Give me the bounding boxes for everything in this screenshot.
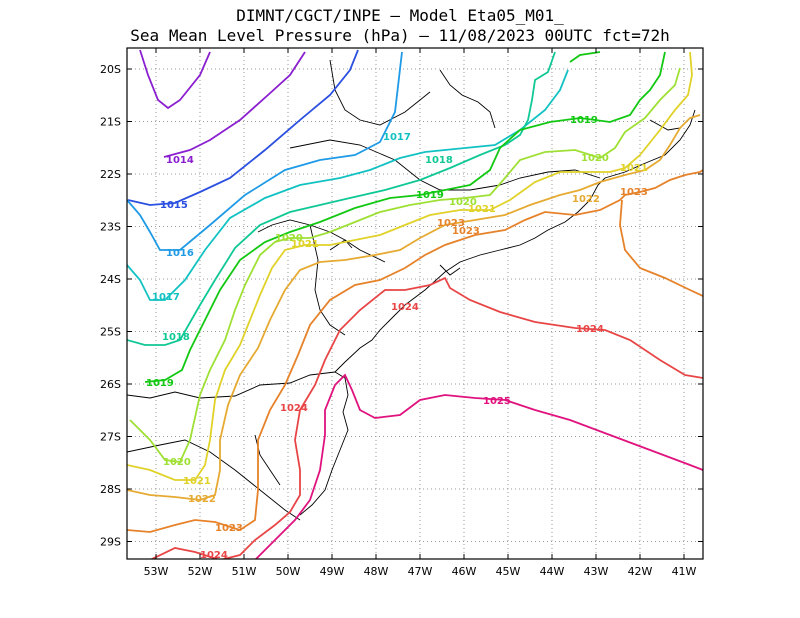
- contour-label: 1024: [576, 324, 604, 335]
- contour-label: 1023: [620, 187, 648, 198]
- lon-tick-label: 52W: [188, 565, 213, 578]
- contour-label: 1020: [581, 153, 609, 164]
- isobar-1023: [127, 169, 703, 533]
- contour-label: 1021: [291, 239, 319, 250]
- lon-tick-label: 47W: [408, 565, 433, 578]
- lon-tick-label: 48W: [364, 565, 389, 578]
- contour-label: 1020: [163, 457, 191, 468]
- contour-label: 1024: [391, 302, 419, 313]
- contour-label: 1014: [166, 155, 194, 166]
- contour-label: 1025: [483, 396, 511, 407]
- longitude-labels: 53W 52W 51W 50W 49W 48W 47W 46W 45W 44W 43W 42W 41W: [144, 565, 697, 578]
- lon-tick-label: 43W: [584, 565, 609, 578]
- isobar-1025: [254, 373, 703, 559]
- map-subtitle: Sea Mean Level Pressure (hPa) – 11/08/20…: [130, 26, 670, 45]
- isobar-1024: [150, 276, 703, 559]
- lat-tick-label: 20S: [100, 63, 121, 76]
- latitude-labels: 20S 21S 22S 23S 24S 25S 26S 27S 28S 29S: [100, 63, 121, 549]
- isobar-1019: [144, 51, 666, 383]
- contour-label: 1017: [383, 132, 411, 143]
- coastline: [127, 59, 696, 521]
- isobar-1019-b: [569, 51, 601, 63]
- isobar-1017: [127, 69, 569, 301]
- contour-label: 1019: [146, 378, 174, 389]
- lon-tick-label: 53W: [144, 565, 169, 578]
- contour-label: 1021: [183, 476, 211, 487]
- lat-tick-label: 22S: [100, 168, 121, 181]
- contour-labels: 1014 1015 1016 1017 1017 1018 1018 1019 …: [146, 115, 648, 561]
- isobar-1023-b: [619, 199, 703, 297]
- lat-tick-label: 24S: [100, 273, 121, 286]
- lon-tick-label: 49W: [320, 565, 345, 578]
- lat-tick-label: 27S: [100, 431, 121, 444]
- contour-label: 1018: [425, 155, 453, 166]
- contour-label: 1023: [215, 523, 243, 534]
- lon-tick-label: 42W: [628, 565, 653, 578]
- isobar-1015: [127, 49, 359, 206]
- lat-tick-label: 21S: [100, 116, 121, 129]
- isobar-1014-b: [163, 51, 306, 158]
- map-frame: [126, 47, 704, 560]
- isobar-1016: [127, 51, 403, 251]
- contour-label: 1023: [437, 218, 465, 229]
- contour-label: 1022: [188, 494, 216, 505]
- lat-tick-label: 28S: [100, 483, 121, 496]
- lat-tick-label: 26S: [100, 378, 121, 391]
- isobar-1022: [127, 114, 701, 501]
- lon-tick-label: 45W: [496, 565, 521, 578]
- contour-label: 1017: [152, 292, 180, 303]
- lon-tick-label: 44W: [540, 565, 565, 578]
- contour-label: 1024: [280, 403, 308, 414]
- contour-label: 1023: [452, 226, 480, 237]
- lon-tick-label: 46W: [452, 565, 477, 578]
- contour-label: 1020: [275, 233, 303, 244]
- contour-label: 1016: [166, 248, 194, 259]
- contour-label: 1021: [620, 163, 648, 174]
- contour-label: 1024: [200, 550, 228, 561]
- contour-label: 1019: [416, 190, 444, 201]
- contour-label: 1019: [570, 115, 598, 126]
- isobars: [127, 49, 703, 559]
- lon-tick-label: 51W: [232, 565, 257, 578]
- map-title: DIMNT/CGCT/INPE – Model Eta05_M01_: [236, 6, 564, 25]
- isobar-1020: [129, 67, 681, 463]
- contour-label: 1015: [160, 200, 188, 211]
- lon-tick-label: 41W: [672, 565, 697, 578]
- contour-label: 1020: [449, 197, 477, 208]
- isobar-1014: [139, 49, 211, 110]
- axis-ticks: [127, 48, 703, 559]
- lat-tick-label: 23S: [100, 221, 121, 234]
- lon-tick-label: 50W: [276, 565, 301, 578]
- lat-tick-label: 29S: [100, 536, 121, 549]
- contour-label: 1018: [162, 332, 190, 343]
- lat-tick-label: 25S: [100, 326, 121, 339]
- isobar-1018: [127, 51, 556, 346]
- isobar-1021: [127, 51, 693, 481]
- contour-label: 1021: [468, 204, 496, 215]
- contour-label: 1022: [572, 194, 600, 205]
